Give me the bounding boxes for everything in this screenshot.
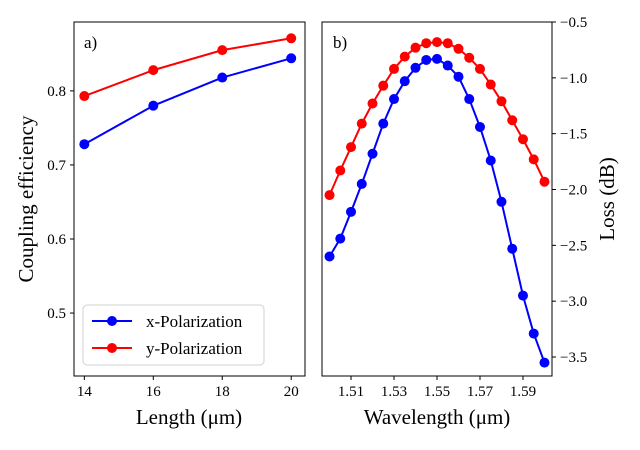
panel-a-y-tick-label: 0.6: [47, 232, 66, 248]
panel-a-point-y-polarization: [79, 91, 90, 102]
panel-b-y-tick-label: −3.5: [560, 350, 587, 366]
legend-y-polarization-label: y-Polarization: [146, 339, 243, 358]
panel-a: a) 14 16 18 20 0.5 0.6 0.7 0.8 Length (μm) Cou…: [14, 21, 306, 429]
panel-b-point-y-polarization: [356, 118, 367, 129]
panel-b-point-y-polarization: [517, 134, 528, 145]
panel-b-point-y-polarization: [507, 115, 518, 126]
panel-b-point-y-polarization: [378, 80, 389, 91]
panel-a-x-axis-label: Length (μm): [136, 405, 242, 429]
panel-b-point-x-polarization: [399, 76, 410, 87]
panel-a-point-x-polarization: [217, 72, 228, 83]
panel-b-x-tick-label: 1.57: [467, 384, 494, 400]
panel-a-line-x-polarization: [83, 57, 292, 146]
panel-b-y-tick-label: −1.5: [560, 127, 587, 143]
panel-b-y-tick-label: −2.5: [560, 238, 587, 254]
panel-b-x-tick-label: 1.55: [424, 384, 450, 400]
panel-b-point-y-polarization: [539, 176, 550, 187]
panel-b-point-x-polarization: [378, 118, 389, 129]
legend: x-Polarization y-Polarization: [82, 304, 265, 366]
panel-a-y-ticks: 0.5 0.6 0.7 0.8: [47, 84, 74, 322]
panel-b-y-tick-label: −3.0: [560, 294, 587, 310]
panel-b-point-y-polarization: [335, 165, 346, 176]
panel-b-point-x-polarization: [496, 196, 507, 207]
panel-b-point-x-polarization: [346, 206, 357, 217]
panel-a-line-y-polarization: [83, 37, 292, 97]
panel-b-x-tick-label: 1.59: [510, 384, 536, 400]
panel-b-point-y-polarization: [367, 98, 378, 109]
panel-a-point-x-polarization: [148, 100, 159, 111]
panel-b-y-tick-label: −2.0: [560, 183, 587, 199]
panel-b-point-x-polarization: [432, 53, 442, 64]
panel-b-series-points: [324, 37, 550, 368]
panel-a-series-points: [79, 33, 297, 150]
legend-y-polarization-marker: [107, 343, 117, 353]
panel-b: b) 1.51 1.53 1.55 1.57 1.59 −3.5 −3.0 −2.5 −2.0…: [321, 15, 619, 429]
panel-a-x-tick-label: 14: [77, 384, 93, 400]
panel-b-point-y-polarization: [528, 154, 539, 165]
panel-a-point-y-polarization: [217, 45, 228, 56]
panel-b-point-y-polarization: [421, 38, 432, 49]
panel-a-point-y-polarization: [148, 65, 159, 76]
panel-b-point-x-polarization: [528, 328, 539, 339]
panel-b-y-axis-label: Loss (dB): [595, 157, 619, 240]
panel-b-x-ticks: 1.51 1.53 1.55 1.57 1.59: [338, 376, 536, 400]
panel-a-series-lines: [83, 37, 292, 146]
panel-b-point-x-polarization: [474, 121, 485, 132]
panel-a-point-x-polarization: [286, 53, 297, 64]
panel-b-point-x-polarization: [389, 94, 400, 105]
panel-a-x-ticks: 14 16 18 20: [77, 376, 299, 400]
panel-b-point-y-polarization: [399, 51, 410, 62]
panel-b-point-x-polarization: [464, 94, 475, 105]
panel-a-point-x-polarization: [79, 139, 90, 150]
panel-b-point-y-polarization: [324, 190, 335, 201]
panel-b-point-y-polarization: [496, 96, 507, 107]
panel-a-label: a): [84, 33, 97, 52]
panel-a-y-tick-label: 0.7: [47, 158, 66, 174]
panel-b-point-x-polarization: [539, 357, 550, 368]
panel-b-y-tick-label: −1.0: [560, 71, 587, 87]
panel-b-point-y-polarization: [485, 79, 496, 90]
panel-b-point-y-polarization: [453, 43, 464, 54]
legend-x-polarization-label: x-Polarization: [146, 312, 243, 331]
panel-b-point-x-polarization: [507, 243, 518, 254]
panel-b-point-y-polarization: [432, 37, 442, 48]
panel-b-y-ticks: −3.5 −3.0 −2.5 −2.0 −1.5 −1.0 −0.5: [552, 15, 587, 366]
panel-b-point-x-polarization: [324, 251, 335, 262]
panel-a-point-y-polarization: [286, 33, 297, 44]
panel-a-x-tick-label: 16: [146, 384, 162, 400]
panel-b-point-x-polarization: [356, 178, 367, 189]
panel-b-point-y-polarization: [474, 63, 485, 74]
panel-b-point-x-polarization: [485, 155, 496, 166]
panel-a-y-tick-label: 0.5: [47, 306, 66, 322]
panel-b-frame: [321, 21, 553, 377]
panel-a-y-axis-label: Coupling efficiency: [14, 115, 38, 282]
panel-a-x-tick-label: 20: [284, 384, 299, 400]
panel-b-point-x-polarization: [421, 54, 432, 65]
panel-b-point-y-polarization: [464, 52, 475, 63]
legend-x-polarization-marker: [107, 316, 117, 326]
panel-b-x-tick-label: 1.51: [338, 384, 364, 400]
panel-a-y-tick-label: 0.8: [47, 84, 66, 100]
panel-a-x-tick-label: 18: [215, 384, 230, 400]
panel-b-point-y-polarization: [442, 38, 453, 49]
panel-b-y-tick-label: −0.5: [560, 15, 587, 31]
panel-b-x-tick-label: 1.53: [381, 384, 407, 400]
panel-b-point-x-polarization: [442, 60, 453, 71]
panel-b-point-x-polarization: [367, 148, 378, 159]
panel-b-point-x-polarization: [453, 71, 464, 82]
panel-b-label: b): [333, 33, 347, 52]
panel-b-point-x-polarization: [335, 233, 346, 244]
panel-b-point-y-polarization: [389, 63, 400, 74]
panel-b-point-x-polarization: [410, 62, 421, 73]
panel-b-point-y-polarization: [410, 42, 421, 53]
panel-b-point-x-polarization: [517, 290, 528, 301]
panel-b-x-axis-label: Wavelength (μm): [364, 405, 511, 429]
panel-b-point-y-polarization: [346, 142, 357, 153]
